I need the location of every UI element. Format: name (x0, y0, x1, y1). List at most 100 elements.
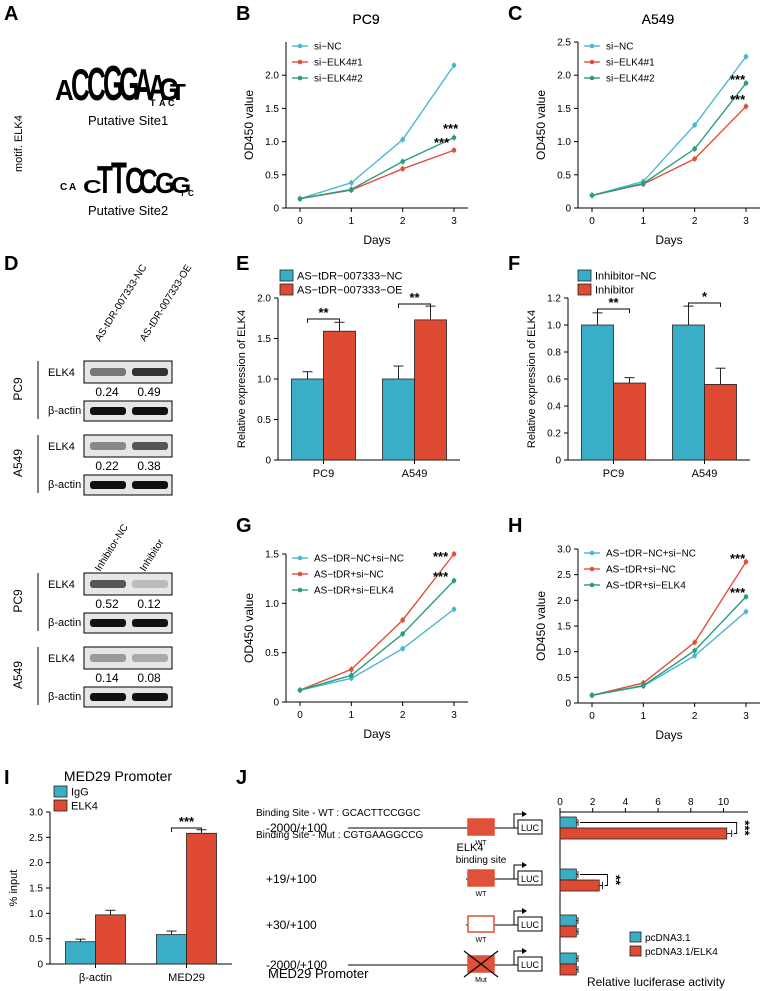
significance-stars: ** (609, 875, 624, 886)
promoter-arrowhead (522, 908, 527, 914)
y-tick-label: 1.0 (257, 375, 271, 386)
elk4-row-label: ELK4 (48, 367, 75, 379)
motif-letter: G (159, 73, 179, 108)
chart-title: A549 (642, 11, 675, 27)
bar (559, 879, 600, 892)
motif-letter: C (71, 60, 90, 110)
panel-label-b: B (236, 3, 250, 25)
band-quantification: 0.38 (137, 459, 161, 473)
bar (186, 832, 217, 965)
y-tick-label: 0.5 (265, 170, 279, 181)
y-tick-label: 0.5 (265, 648, 279, 659)
binding-site-box (467, 915, 495, 933)
legend-marker (297, 555, 303, 561)
actin-row-label: β-actin (48, 691, 81, 703)
binding-site-label: binding site (456, 855, 507, 866)
bar (672, 324, 705, 461)
site-type-label: WT (476, 840, 488, 847)
x-tick-label: 2 (692, 216, 698, 227)
luc-box (517, 819, 543, 835)
y-tick-label: 0.2 (547, 429, 561, 440)
cell-line-label: PC9 (11, 589, 25, 613)
blot-box (83, 572, 173, 596)
motif-letter-small: A (69, 182, 76, 193)
binding-site-wt: Binding Site - WT : GCACTTCCGGC (256, 808, 420, 819)
x-tick-label: 1 (641, 711, 647, 722)
y-tick-label: 1.0 (265, 599, 279, 610)
data-point (589, 193, 595, 198)
y-tick-label: 0.6 (547, 375, 561, 386)
data-point (297, 196, 303, 202)
promoter-arrow (513, 864, 524, 879)
motif-letter: G (119, 59, 139, 111)
legend-swatch (279, 283, 294, 296)
luc-label: LUC (521, 960, 540, 970)
data-point (692, 146, 697, 152)
blot-band (132, 407, 168, 415)
chart-title: PC9 (352, 11, 379, 27)
legend-label: Inhibitor−NC (595, 271, 657, 283)
legend-swatch (577, 283, 592, 296)
panel-label-e: E (236, 253, 249, 275)
y-tick-label: 0 (273, 698, 279, 709)
bar (559, 925, 577, 938)
blot-box (83, 434, 173, 458)
data-point (743, 54, 749, 59)
x-tick-label: A549 (402, 468, 428, 480)
data-point (692, 648, 697, 653)
data-point (641, 181, 646, 186)
legend-marker (297, 59, 303, 65)
panel-label-a: A (4, 3, 18, 25)
significance-stars: ** (608, 295, 619, 310)
y-tick-label: 0.4 (547, 402, 561, 413)
bar (414, 319, 447, 461)
luc-box (517, 916, 543, 932)
cell-line-label: PC9 (11, 377, 25, 401)
y-axis-label: OD450 value (242, 90, 256, 160)
promoter-arrowhead (522, 862, 527, 868)
site-type-label: WT (476, 937, 488, 944)
motif-letter-small: C (188, 189, 194, 198)
motif-letter: C (83, 177, 102, 197)
x-tick-label: 1 (349, 710, 355, 721)
blot-band (90, 580, 126, 588)
chart-b: PC9 0 0.5 1.0 1.5 2.0 0 1 2 3 Days OD450 value si−NC… (242, 11, 468, 247)
x-tick-label: 4 (623, 797, 629, 808)
significance-stars: *** (730, 72, 746, 87)
x-axis-label: Days (655, 728, 682, 742)
blot-box (83, 474, 173, 496)
x-tick-label: 2 (400, 216, 406, 227)
significance-stars: *** (738, 820, 753, 836)
construct-label: -2000/+100 (266, 958, 327, 972)
significance-stars: *** (730, 551, 746, 566)
x-tick-label: 1 (349, 216, 355, 227)
y-tick-label: 0.5 (557, 170, 571, 181)
data-point (692, 640, 697, 645)
motif-letter-small: T (180, 189, 185, 198)
significance-stars: *** (730, 92, 746, 107)
legend-marker (589, 550, 595, 556)
promoter-arrowhead (522, 811, 527, 817)
legend-marker (297, 75, 303, 81)
data-point (297, 687, 303, 693)
blot-band (90, 407, 126, 415)
y-tick-label: 1.0 (265, 137, 279, 148)
data-point (743, 104, 749, 109)
luc-box (517, 870, 543, 886)
x-tick-label: 2 (590, 797, 596, 808)
series-line (591, 82, 747, 197)
series-line (591, 611, 747, 696)
blot-band (90, 368, 126, 376)
data-point (743, 609, 749, 614)
chart-g: PC9 0 0.5 1.0 1.5 0 1 2 3 Days OD450 value AS−tDR−N… (242, 11, 468, 741)
x-tick-label: 0 (297, 216, 303, 227)
motif-letter: G (155, 167, 175, 199)
data-point (589, 693, 595, 698)
legend-label: si−NC (314, 42, 342, 53)
legend-label: si−NC (606, 42, 634, 53)
blot-band (132, 442, 168, 450)
legend-marker (589, 566, 595, 572)
data-point (692, 653, 697, 659)
